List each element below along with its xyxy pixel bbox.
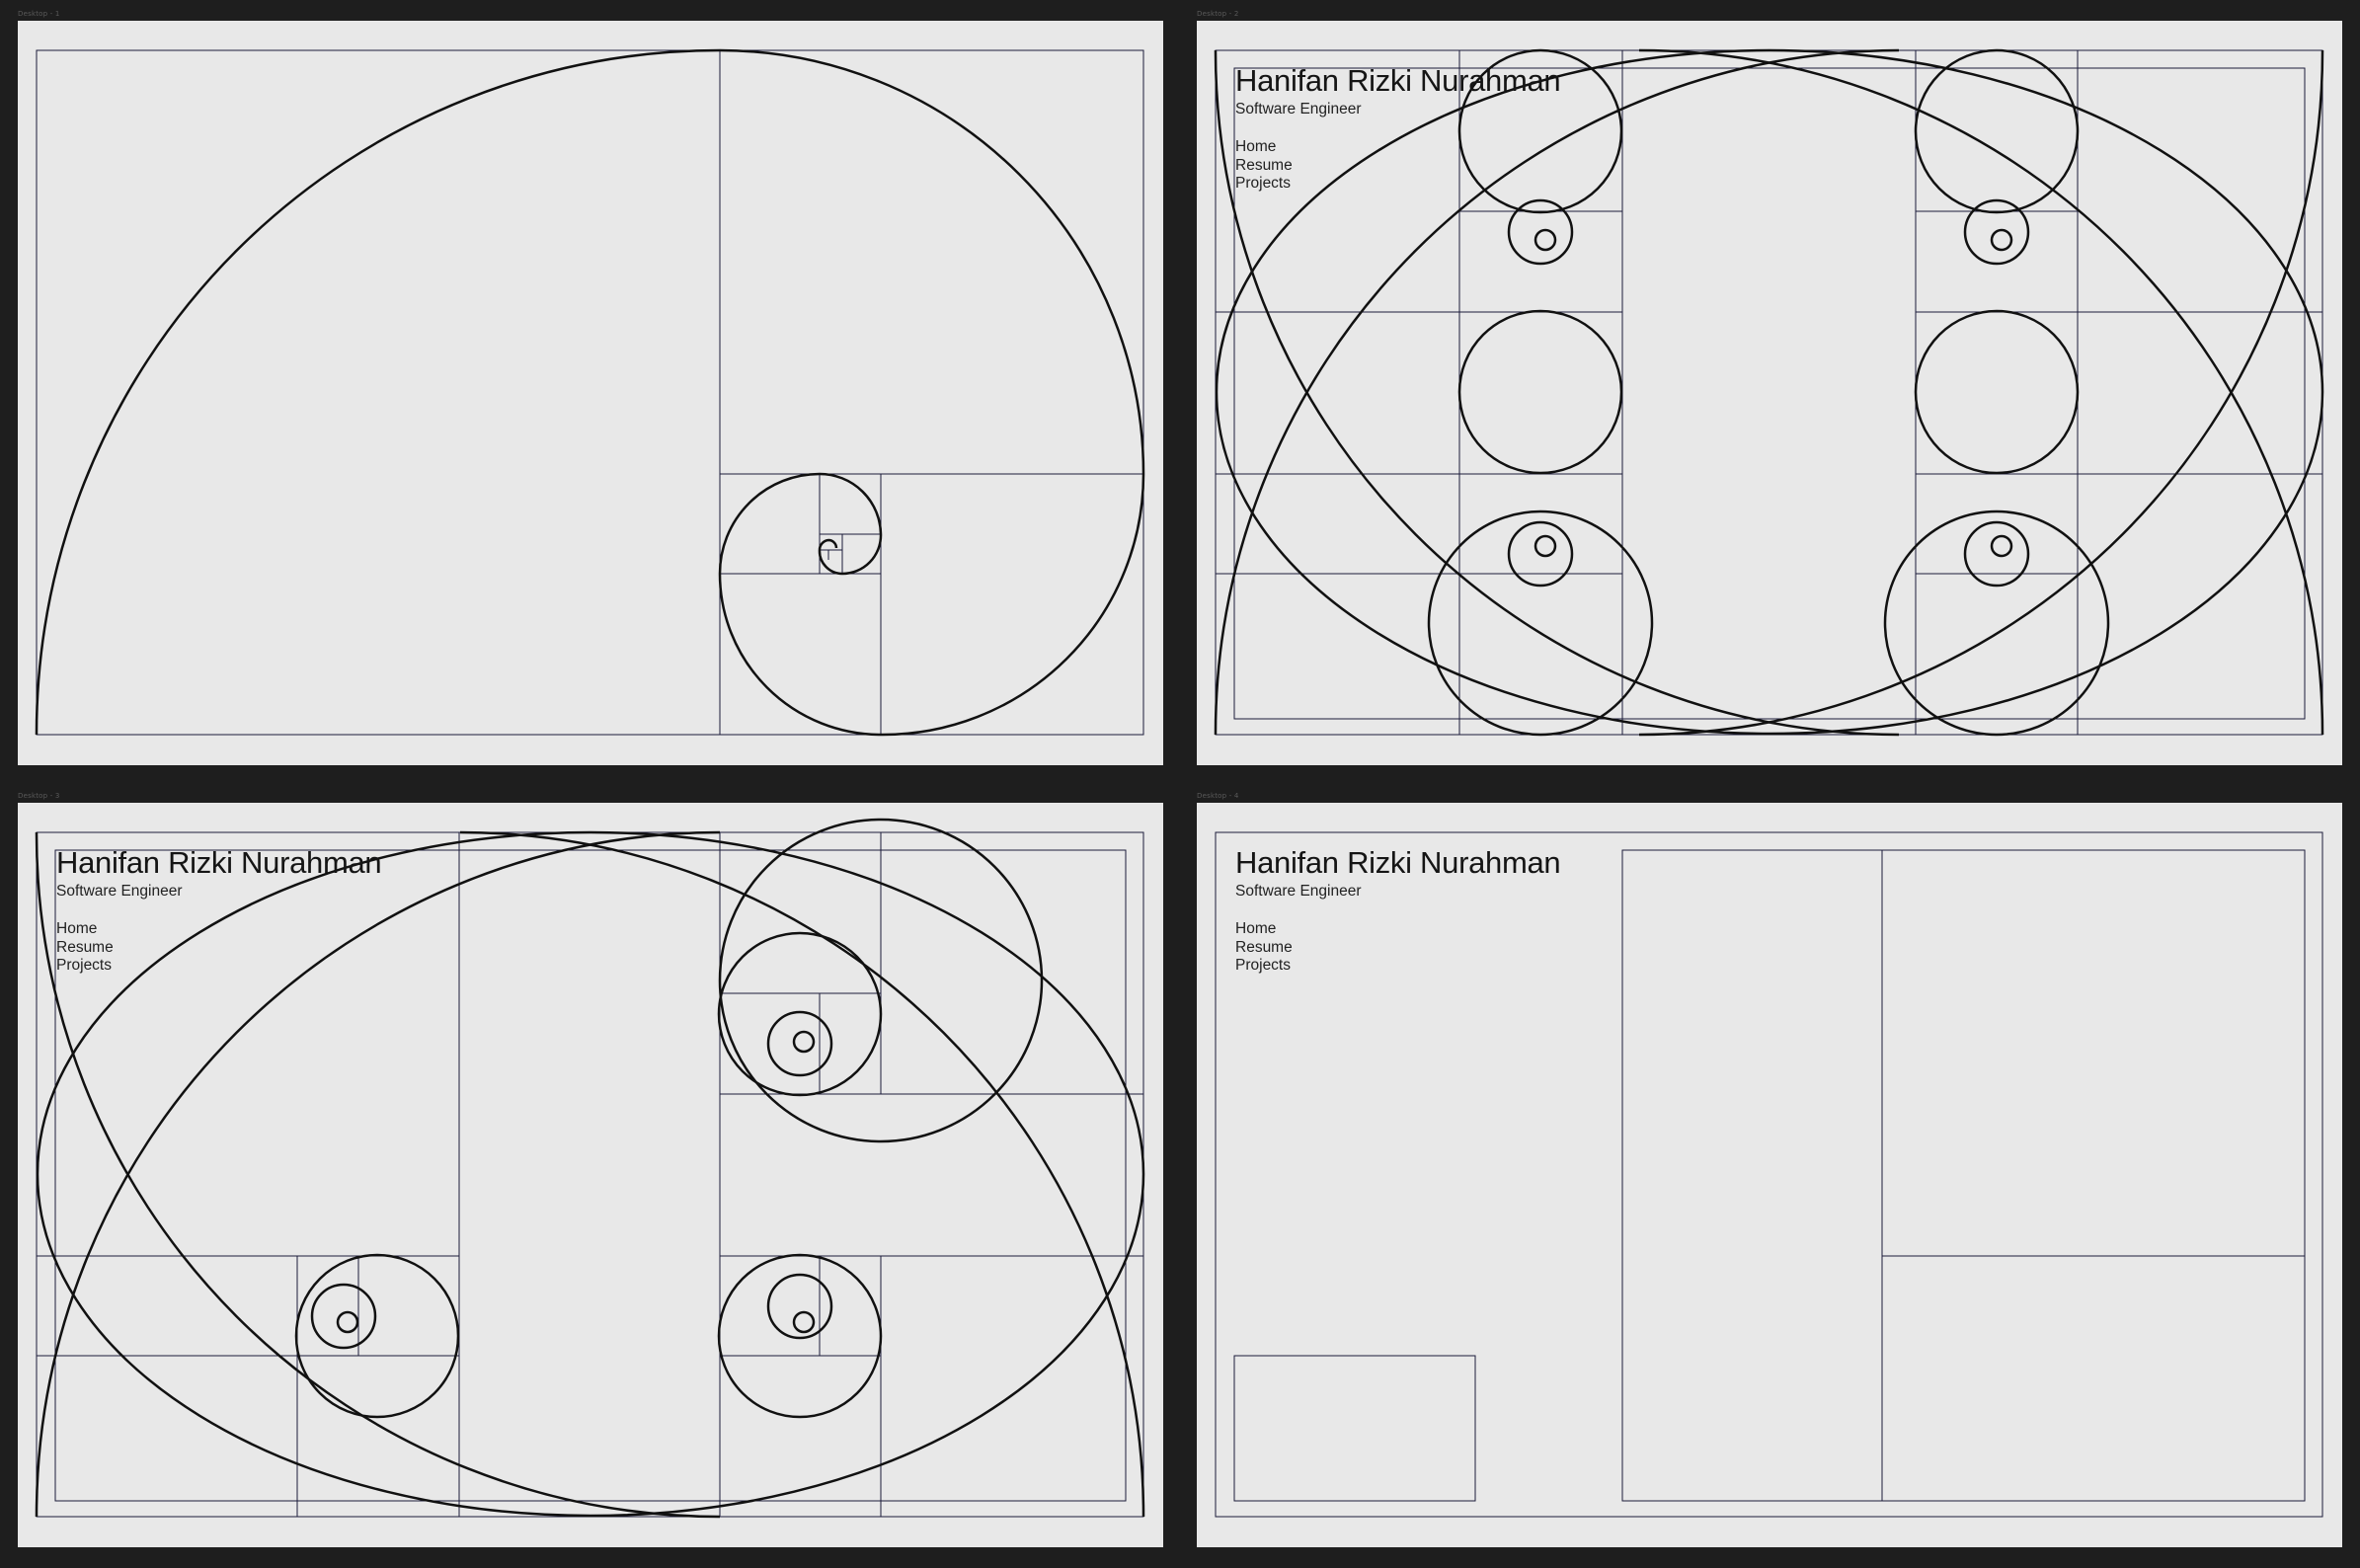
profile-title: Software Engineer [1235,883,1362,900]
profile-header: Hanifan Rizki Nurahman Software Engineer… [1235,63,1561,194]
frame-label-desktop-1[interactable]: Desktop - 1 [18,10,60,18]
layout-grid-guide [1215,831,2323,1518]
nav-resume-link[interactable]: Resume [1235,938,1293,956]
main-nav: Home Resume Projects [1235,920,1560,976]
profile-title: Software Engineer [56,883,183,900]
profile-name: Hanifan Rizki Nurahman [1235,845,1561,880]
nav-resume-link[interactable]: Resume [1235,156,1293,174]
profile-name: Hanifan Rizki Nurahman [1235,63,1561,98]
nav-home-link[interactable]: Home [1235,138,1277,155]
artboard-desktop-1[interactable] [18,21,1163,765]
nav-home-link[interactable]: Home [1235,920,1277,937]
frame-label-desktop-2[interactable]: Desktop - 2 [1197,10,1239,18]
golden-spiral-guide-graphic [35,818,1145,1519]
artboard-desktop-4[interactable]: Hanifan Rizki Nurahman Software Engineer… [1197,803,2342,1547]
profile-name: Hanifan Rizki Nurahman [56,845,382,880]
main-nav: Home Resume Projects [1235,138,1560,194]
frame-label-desktop-4[interactable]: Desktop - 4 [1197,792,1239,800]
profile-header: Hanifan Rizki Nurahman Software Engineer… [56,845,382,976]
profile-title: Software Engineer [1235,101,1362,118]
artboard-desktop-3[interactable]: Hanifan Rizki Nurahman Software Engineer… [18,803,1163,1547]
golden-spiral-guide-graphic [35,48,1145,737]
nav-projects-link[interactable]: Projects [56,957,112,974]
nav-projects-link[interactable]: Projects [1235,175,1291,192]
golden-spiral-guide-graphic [1214,48,2324,737]
profile-header: Hanifan Rizki Nurahman Software Engineer… [1235,845,1561,976]
nav-resume-link[interactable]: Resume [56,938,114,956]
artboard-desktop-2[interactable]: Hanifan Rizki Nurahman Software Engineer… [1197,21,2342,765]
nav-projects-link[interactable]: Projects [1235,957,1291,974]
nav-home-link[interactable]: Home [56,920,98,937]
frame-label-desktop-3[interactable]: Desktop - 3 [18,792,60,800]
main-nav: Home Resume Projects [56,920,381,976]
